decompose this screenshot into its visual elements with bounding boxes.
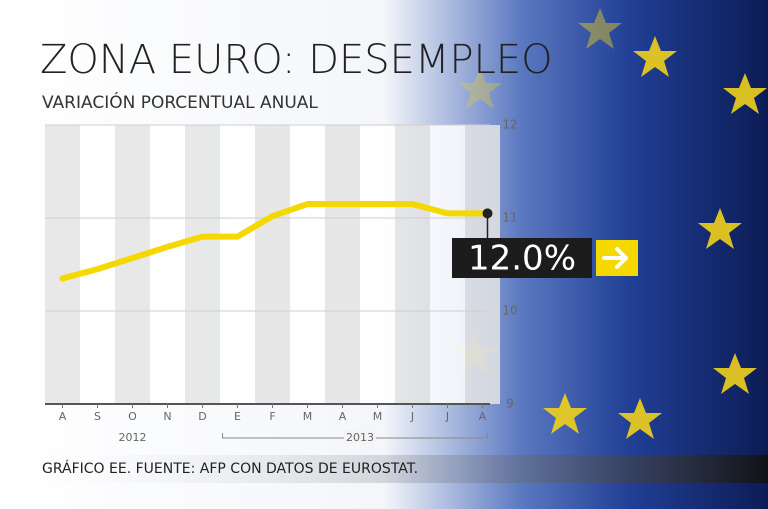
x-tick-label: N	[163, 410, 171, 423]
year-label: 2012	[119, 431, 147, 444]
x-tick-label: J	[410, 410, 414, 423]
x-tick-label: A	[479, 410, 487, 423]
column-stripe	[360, 125, 395, 404]
x-tick-label: J	[445, 410, 449, 423]
source: GRÁFICO EE. FUENTE: AFP CON DATOS DE EUR…	[42, 460, 418, 477]
x-tick-label: E	[234, 410, 241, 423]
x-tick-label: A	[59, 410, 67, 423]
column-stripe	[325, 125, 360, 404]
callout-arrow	[602, 247, 628, 269]
data-line	[59, 201, 486, 282]
column-stripe	[185, 125, 220, 404]
column-stripe	[150, 125, 185, 404]
y-tick-label: 11	[502, 211, 517, 225]
chart-title: ZONA EURO: DESEMPLEO	[40, 37, 553, 83]
x-tick-label: S	[94, 410, 101, 423]
x-tick-label: M	[303, 410, 313, 423]
x-tick-label: O	[128, 410, 137, 423]
x-tick-label: D	[198, 410, 206, 423]
y-tick-label: 10	[502, 304, 517, 318]
column-stripe	[220, 125, 255, 404]
chart-subtitle: VARIACIÓN PORCENTUAL ANUAL	[42, 91, 318, 113]
x-tick-label: A	[339, 410, 347, 423]
y-tick-label: 12	[502, 118, 517, 132]
column-stripe	[45, 125, 80, 404]
callout-text: 12.0%	[468, 239, 576, 279]
y-tick-label: 9	[506, 397, 514, 411]
year-bracket	[222, 433, 488, 439]
column-stripe	[290, 125, 325, 404]
last-point	[482, 208, 493, 219]
column-stripe	[255, 125, 290, 404]
footer-band	[0, 455, 768, 483]
x-tick-label: F	[269, 410, 275, 423]
year-label: 2013	[346, 431, 374, 444]
x-tick-label: M	[373, 410, 383, 423]
callout-box	[452, 238, 592, 278]
column-stripe	[395, 125, 430, 404]
